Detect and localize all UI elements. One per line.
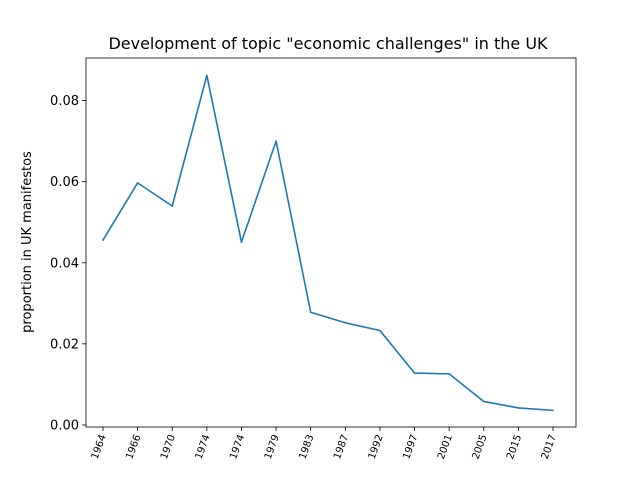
- data-point: [206, 74, 208, 77]
- data-point: [517, 407, 520, 409]
- data-point: [275, 140, 277, 142]
- data-point: [136, 182, 139, 184]
- y-tick-label: 0.02: [50, 337, 79, 352]
- y-tick-label: 0.04: [50, 256, 79, 271]
- plot-frame: [85, 57, 577, 428]
- data-point: [552, 409, 554, 412]
- data-point: [240, 241, 243, 243]
- chart-title: Development of topic "economic challenge…: [108, 34, 548, 53]
- y-tick-label: 0.00: [50, 418, 79, 433]
- data-point: [171, 205, 174, 207]
- series-line: [102, 74, 554, 412]
- data-point: [309, 311, 312, 314]
- y-axis-label: proportion in UK manifestos: [20, 151, 35, 333]
- data-point: [482, 400, 485, 403]
- y-tick-label: 0.08: [50, 94, 79, 109]
- y-tick-label: 0.06: [50, 175, 79, 190]
- data-point: [102, 239, 104, 241]
- data-point: [448, 373, 450, 375]
- data-point: [379, 329, 381, 332]
- data-point: [344, 321, 347, 324]
- data-point: [413, 372, 416, 374]
